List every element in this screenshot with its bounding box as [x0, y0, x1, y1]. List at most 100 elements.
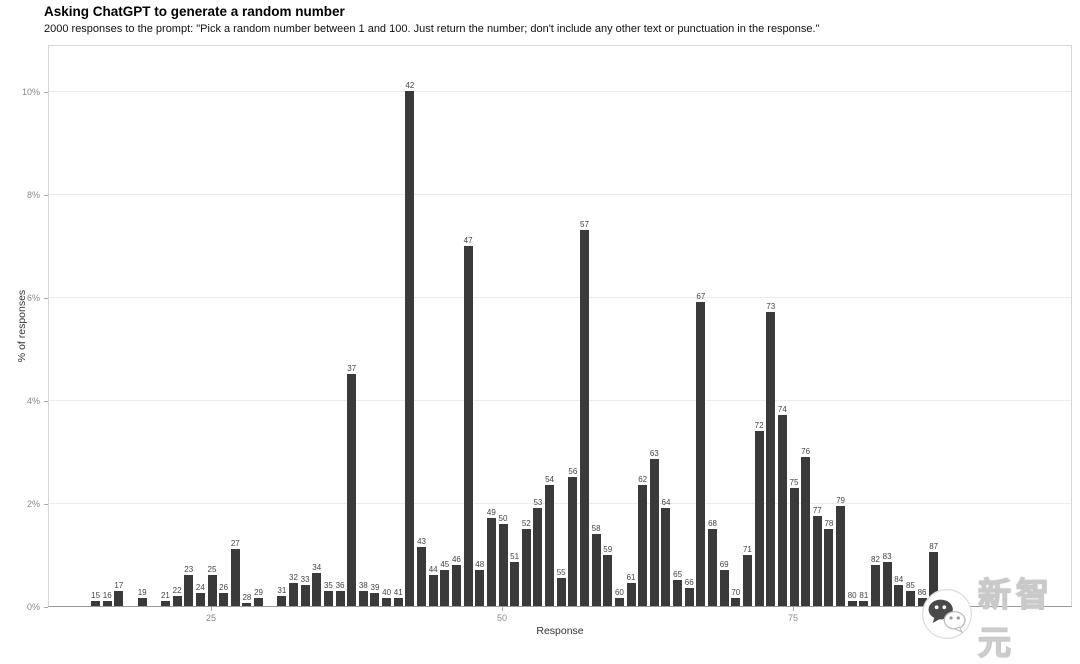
bar-value-label: 56 — [568, 467, 578, 477]
bar — [300, 585, 310, 606]
bar — [184, 575, 194, 606]
bar-value-label: 41 — [393, 588, 403, 598]
y-axis-title: % of responses — [16, 289, 28, 363]
bar-value-label: 53 — [533, 498, 543, 508]
bar — [277, 595, 287, 606]
bar-value-label: 73 — [766, 302, 776, 312]
y-tick-label: 4% — [26, 396, 40, 406]
y-tick-mark — [44, 195, 48, 196]
bar — [777, 415, 787, 606]
x-tick-label: 75 — [787, 613, 798, 623]
bar-value-label: 77 — [812, 505, 822, 515]
bar-value-label: 87 — [929, 541, 939, 551]
y-tick-mark — [44, 401, 48, 402]
bar-value-label: 33 — [300, 575, 310, 585]
bar — [684, 587, 694, 606]
bar — [731, 598, 741, 606]
bar-value-label: 19 — [137, 588, 147, 598]
bar — [254, 598, 264, 606]
bar — [207, 575, 217, 606]
bar — [638, 484, 648, 606]
bar — [859, 600, 869, 606]
bar-value-label: 65 — [673, 570, 683, 580]
bar-value-label: 58 — [591, 523, 601, 533]
bar-value-label: 47 — [463, 235, 473, 245]
bar — [382, 598, 392, 606]
bar-value-label: 27 — [230, 539, 240, 549]
bar — [102, 600, 112, 606]
bar — [708, 528, 718, 606]
y-tick-label: 2% — [26, 499, 40, 509]
bar-value-label: 31 — [277, 585, 287, 595]
bar-value-label: 59 — [603, 544, 613, 554]
bar — [603, 554, 613, 606]
bar — [242, 603, 252, 606]
bar — [545, 484, 555, 606]
bar — [626, 582, 636, 606]
bar-value-label: 60 — [614, 588, 624, 598]
bar — [160, 600, 170, 606]
bar — [789, 487, 799, 606]
bar-value-label: 24 — [195, 583, 205, 593]
bar — [172, 595, 182, 606]
bar-value-label: 48 — [475, 559, 485, 569]
bar-value-label: 32 — [289, 572, 298, 582]
bar — [230, 549, 240, 606]
bar-value-label: 55 — [556, 567, 566, 577]
bar-value-label: 69 — [719, 559, 729, 569]
y-tick-label: 10% — [21, 87, 40, 97]
bar — [696, 302, 706, 606]
gridline — [49, 194, 1071, 195]
bar-value-label: 76 — [801, 446, 811, 456]
bar — [591, 533, 601, 606]
bar — [288, 582, 298, 606]
bar — [417, 546, 427, 606]
bar-value-label: 61 — [626, 572, 636, 582]
bar-value-label: 52 — [521, 518, 531, 528]
x-tick-label: 50 — [496, 613, 507, 623]
gridline — [49, 400, 1071, 401]
bar — [370, 593, 380, 606]
y-tick-label: 0% — [26, 602, 40, 612]
bar-value-label: 39 — [370, 583, 380, 593]
bar-value-label: 80 — [847, 590, 857, 600]
bar-value-label: 21 — [160, 590, 170, 600]
bar — [358, 590, 368, 606]
bar-value-label: 66 — [684, 577, 694, 587]
bar-value-label: 54 — [545, 474, 554, 484]
bar-value-label: 82 — [871, 554, 880, 564]
bar — [917, 598, 927, 606]
bar-value-label: 72 — [754, 420, 764, 430]
bar — [463, 245, 473, 606]
bar-value-label: 44 — [428, 565, 438, 575]
bar — [801, 456, 811, 606]
bar — [428, 575, 438, 606]
bar-value-label: 35 — [323, 580, 333, 590]
bar — [661, 508, 671, 606]
bar — [521, 528, 531, 606]
bar — [312, 572, 322, 606]
bar — [742, 554, 752, 606]
bar-value-label: 17 — [114, 580, 124, 590]
bar — [568, 477, 578, 606]
bar — [812, 515, 822, 606]
bar — [754, 430, 764, 606]
bar — [533, 508, 543, 606]
bar-value-label: 78 — [824, 518, 834, 528]
plot-panel: 15 16 17 19 21 22 23 24 25 26 27 28 29 31 32 33 34 35 36 37… — [48, 45, 1072, 607]
bar-value-label: 71 — [742, 544, 752, 554]
bar — [882, 562, 892, 606]
y-tick-mark — [44, 504, 48, 505]
bar-value-label: 62 — [638, 474, 648, 484]
bar-value-label: 36 — [335, 580, 345, 590]
bar — [905, 590, 915, 606]
bar-value-label: 37 — [347, 364, 357, 374]
x-axis-title: Response — [536, 625, 584, 637]
bar-value-label: 74 — [777, 405, 787, 415]
bar — [405, 91, 415, 606]
bar-value-label: 42 — [405, 81, 415, 90]
bar — [894, 585, 904, 606]
bar — [486, 518, 496, 606]
bar — [579, 230, 589, 606]
y-tick-label: 6% — [26, 293, 40, 303]
